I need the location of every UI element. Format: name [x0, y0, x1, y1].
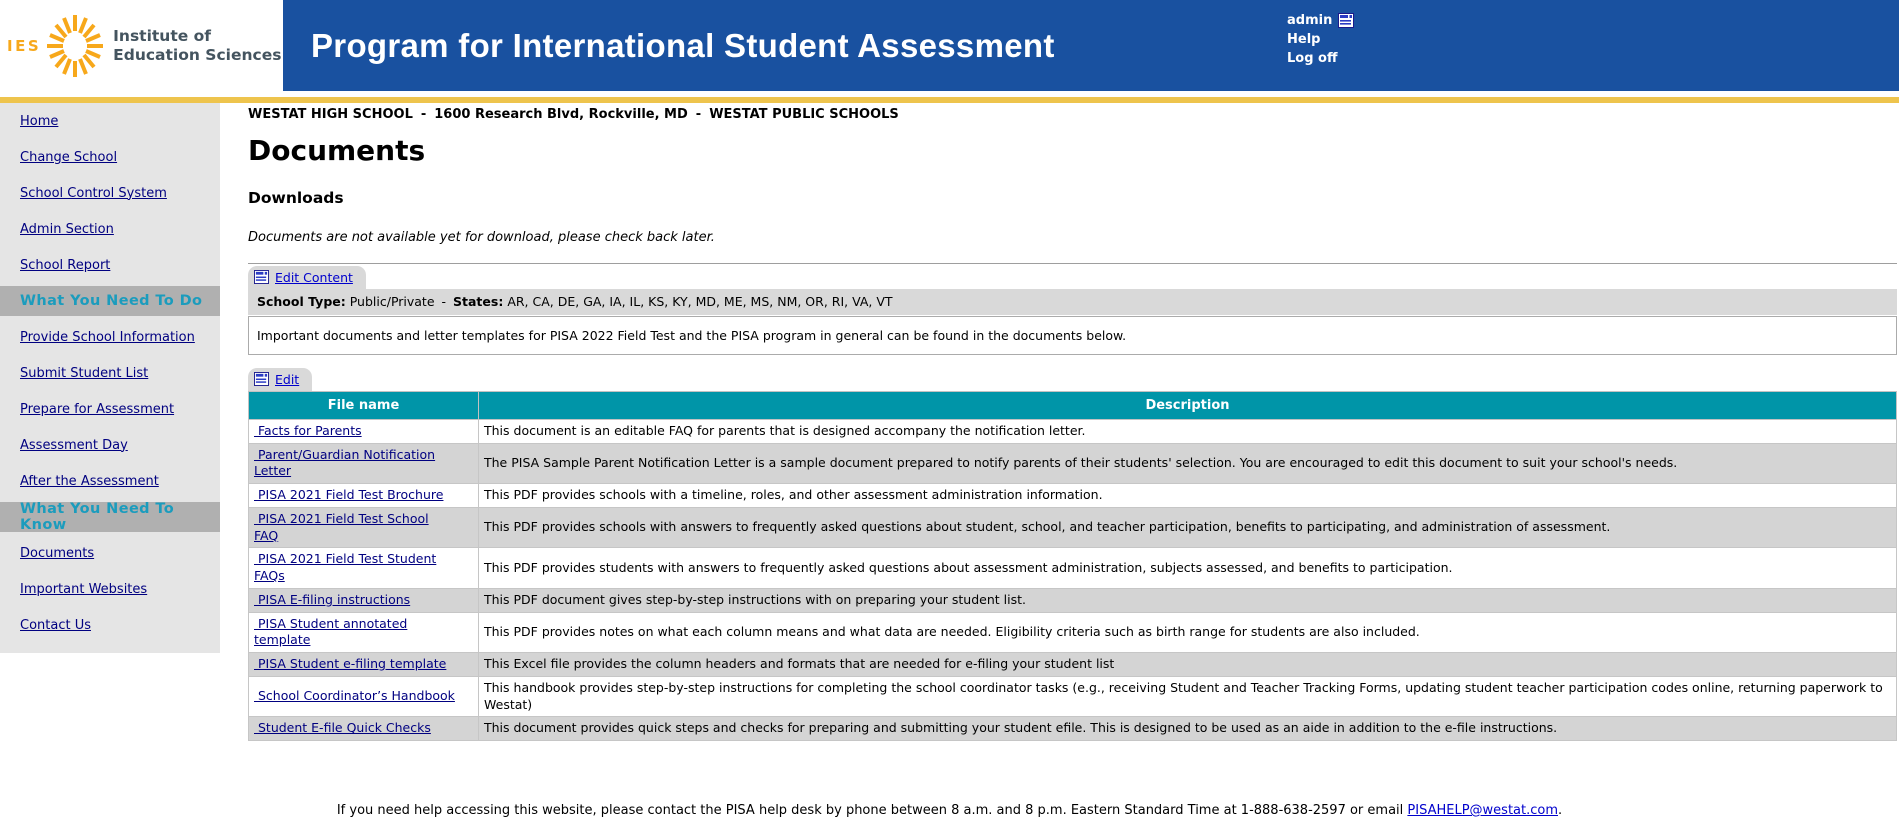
school-type-label: School Type: — [257, 293, 346, 309]
file-description: This handbook provides step-by-step inst… — [478, 675, 1897, 718]
sidebar-item-school-report[interactable]: School Report — [20, 257, 111, 273]
table-edit-row: Edit — [248, 367, 1897, 391]
help-email-link[interactable]: PISAHELP@westat.com — [1407, 803, 1558, 819]
file-link[interactable]: Parent/Guardian Notification Letter — [254, 446, 436, 479]
downloads-heading: Downloads — [248, 188, 344, 207]
edit-content-icon — [254, 270, 269, 285]
file-link[interactable]: Student E-file Quick Checks — [254, 720, 431, 736]
documents-table: File name Description Facts for Parents … — [248, 390, 1897, 742]
breadcrumb-separator: - — [695, 107, 702, 122]
breadcrumb: WESTAT HIGH SCHOOL -1600 Research Blvd, R… — [248, 103, 1897, 122]
table-header-row: File name Description — [248, 390, 1897, 420]
banner: Program for International Student Assess… — [283, 0, 1899, 91]
main-content: WESTAT HIGH SCHOOL -1600 Research Blvd, R… — [248, 103, 1897, 742]
sidebar-item-change-school[interactable]: Change School — [20, 149, 118, 165]
page-title: Documents — [248, 134, 426, 167]
file-description: The PISA Sample Parent Notification Lett… — [478, 442, 1897, 485]
ies-logo[interactable]: IES — [0, 0, 283, 91]
ies-org-name: Institute of Education Sciences — [113, 27, 282, 64]
sidebar-item-school-control-system[interactable]: School Control System — [20, 185, 167, 201]
username-label: admin — [1287, 13, 1333, 28]
user-links: admin Help Log off — [1287, 13, 1355, 66]
documents-intro-box: Important documents and letter templates… — [248, 315, 1897, 355]
help-footer: If you need help accessing this website,… — [0, 803, 1899, 818]
file-description: This PDF provides schools with a timelin… — [478, 483, 1897, 508]
user-detail-icon[interactable] — [1338, 13, 1355, 28]
description-column-header: Description — [478, 390, 1897, 420]
states-value: AR, CA, DE, GA, IA, IL, KS, KY, MD, ME, … — [507, 293, 893, 309]
breadcrumb-address: 1600 Research Blvd, Rockville, MD — [434, 107, 688, 122]
app-title: Program for International Student Assess… — [311, 26, 1055, 64]
sidebar-header-what-you-need-to-do: What You Need To Do — [0, 286, 220, 316]
file-description: This document provides quick steps and c… — [478, 716, 1897, 742]
table-row: Facts for Parents This document is an ed… — [248, 418, 1897, 444]
table-row: Parent/Guardian Notification Letter The … — [248, 442, 1897, 485]
edit-table-icon — [254, 372, 269, 387]
header-gap-strip — [0, 91, 1899, 97]
table-row: PISA 2021 Field Test School FAQ This PDF… — [248, 506, 1897, 549]
school-type-value: Public/Private — [349, 293, 435, 309]
user-row: admin — [1287, 13, 1355, 28]
file-link[interactable]: PISA Student e-filing template — [254, 656, 447, 672]
file-link[interactable]: PISA 2021 Field Test School FAQ — [254, 510, 429, 543]
sidebar-item-home[interactable]: Home — [20, 113, 59, 129]
sidebar-item-submit-student-list[interactable]: Submit Student List — [20, 365, 149, 381]
breadcrumb-district: WESTAT PUBLIC SCHOOLS — [709, 107, 899, 122]
table-row: PISA E-filing instructions This PDF docu… — [248, 587, 1897, 613]
sidebar-item-important-websites[interactable]: Important Websites — [20, 581, 148, 597]
states-label: States: — [453, 293, 504, 309]
table-row: PISA Student annotated template This PDF… — [248, 611, 1897, 654]
file-link[interactable]: PISA Student annotated template — [254, 615, 408, 648]
table-row: PISA 2021 Field Test Brochure This PDF p… — [248, 483, 1897, 508]
ies-sunburst-icon — [47, 14, 104, 77]
table-row: School Coordinator’s Handbook This handb… — [248, 675, 1897, 718]
sidebar-header-what-you-need-to-know: What You Need To Know — [0, 501, 220, 533]
help-link[interactable]: Help — [1287, 32, 1321, 47]
sidebar-item-contact-us[interactable]: Contact Us — [20, 617, 91, 633]
accent-bar — [0, 97, 1899, 103]
documents-intro-text: Important documents and letter templates… — [257, 327, 1127, 343]
file-description: This Excel file provides the column head… — [478, 652, 1897, 677]
breadcrumb-school: WESTAT HIGH SCHOOL — [248, 107, 413, 122]
sidebar-item-prepare-for-assessment[interactable]: Prepare for Assessment — [20, 401, 175, 417]
meta-separator: - — [441, 293, 447, 309]
file-description: This document is an editable FAQ for par… — [478, 418, 1897, 444]
help-footer-text: If you need help accessing this website,… — [336, 803, 1408, 819]
file-link[interactable]: Facts for Parents — [254, 422, 362, 438]
sidebar-item-assessment-day[interactable]: Assessment Day — [20, 437, 128, 453]
edit-content-link[interactable]: Edit Content — [275, 269, 353, 285]
ies-logo-text: IES — [7, 36, 42, 55]
edit-content-tab[interactable]: Edit Content — [248, 265, 366, 289]
table-row: Student E-file Quick Checks This documen… — [248, 716, 1897, 742]
file-description: This PDF provides students with answers … — [478, 547, 1897, 589]
sidebar-item-documents[interactable]: Documents — [20, 545, 95, 561]
app-header: IES — [0, 0, 1899, 91]
sidebar-nav: Home Change School School Control System… — [0, 103, 220, 653]
edit-table-tab[interactable]: Edit — [248, 367, 313, 391]
help-footer-period: . — [1558, 803, 1563, 819]
file-description: This PDF document gives step-by-step ins… — [478, 587, 1897, 613]
sidebar-item-admin-section[interactable]: Admin Section — [20, 221, 114, 237]
sidebar-item-after-the-assessment[interactable]: After the Assessment — [20, 473, 159, 489]
table-row: PISA 2021 Field Test Student FAQs This P… — [248, 547, 1897, 589]
file-description: This PDF provides notes on what each col… — [478, 611, 1897, 654]
edit-table-link[interactable]: Edit — [275, 371, 300, 387]
table-row: PISA Student e-filing template This Exce… — [248, 652, 1897, 677]
file-link[interactable]: PISA E-filing instructions — [254, 591, 411, 607]
logoff-link[interactable]: Log off — [1287, 51, 1338, 66]
content-panel: Edit Content School Type: Public/Private… — [248, 262, 1897, 355]
breadcrumb-separator: - — [420, 107, 427, 122]
file-link[interactable]: PISA 2021 Field Test Brochure — [254, 487, 444, 503]
file-link[interactable]: PISA 2021 Field Test Student FAQs — [254, 551, 437, 584]
file-link[interactable]: School Coordinator’s Handbook — [254, 688, 455, 704]
file-name-column-header: File name — [248, 390, 479, 420]
file-description: This PDF provides schools with answers t… — [478, 506, 1897, 549]
sidebar-item-provide-school-information[interactable]: Provide School Information — [20, 329, 195, 345]
downloads-notice: Documents are not available yet for down… — [248, 229, 715, 245]
school-type-band: School Type: Public/Private - States: AR… — [248, 288, 1897, 315]
